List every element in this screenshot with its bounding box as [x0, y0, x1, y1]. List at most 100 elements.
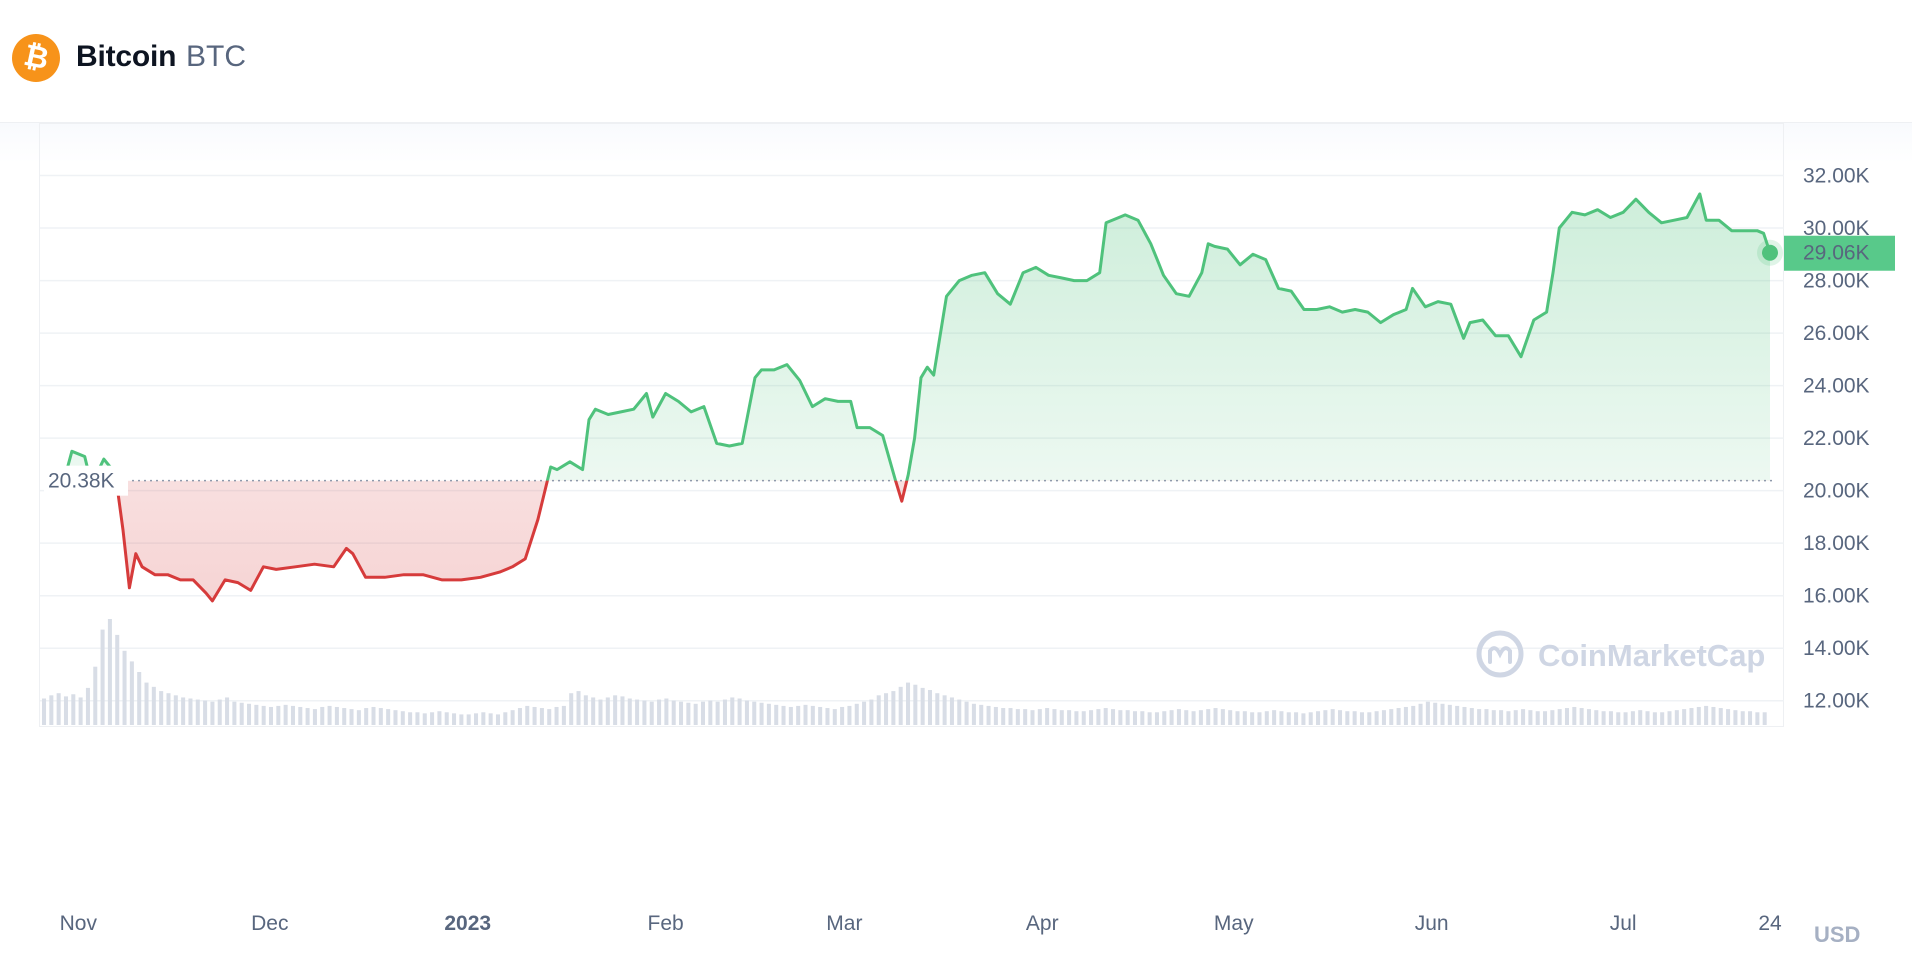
- volume-bar: [642, 700, 647, 725]
- volume-bar: [788, 706, 793, 725]
- baseline-label: 20.38K: [44, 465, 128, 496]
- volume-bar: [107, 619, 112, 725]
- volume-bars: [42, 619, 1767, 725]
- volume-bar: [232, 701, 237, 725]
- volume-bar: [203, 700, 208, 725]
- volume-bar: [1733, 710, 1738, 725]
- volume-bar: [1748, 711, 1753, 725]
- volume-bar: [766, 703, 771, 725]
- volume-bar: [744, 700, 749, 725]
- bitcoin-icon: ₿: [12, 34, 60, 82]
- volume-bar: [554, 706, 559, 725]
- volume-bar: [1674, 710, 1679, 725]
- volume-bar: [1096, 709, 1101, 725]
- volume-bar: [488, 713, 493, 725]
- volume-bar: [1030, 710, 1035, 725]
- x-tick-label: Nov: [60, 912, 98, 935]
- volume-bar: [796, 705, 801, 725]
- current-price-marker[interactable]: 29.06K: [1757, 235, 1895, 271]
- volume-bar: [1586, 709, 1591, 725]
- volume-bar: [261, 705, 266, 725]
- volume-bar: [1594, 710, 1599, 725]
- volume-bar: [1242, 711, 1247, 725]
- volume-bar: [781, 705, 786, 725]
- volume-bar: [115, 634, 120, 725]
- volume-bar: [759, 702, 764, 725]
- volume-bar: [1491, 710, 1496, 725]
- volume-bar: [957, 699, 962, 725]
- x-tick-label: Apr: [1026, 912, 1059, 935]
- volume-bar: [1645, 711, 1650, 725]
- volume-bar: [217, 699, 222, 725]
- volume-bar: [810, 705, 815, 725]
- volume-bar: [613, 695, 618, 725]
- volume-bar: [1081, 711, 1086, 725]
- volume-bar: [1704, 705, 1709, 725]
- current-price-badge: [1784, 235, 1895, 271]
- volume-bar: [1301, 713, 1306, 725]
- volume-bar: [1045, 708, 1050, 725]
- volume-bar: [1316, 711, 1321, 725]
- volume-bar: [1257, 712, 1262, 725]
- volume-bar: [1294, 712, 1299, 725]
- volume-bar: [664, 698, 669, 725]
- volume-bar: [1367, 712, 1372, 725]
- volume-bar: [1220, 709, 1225, 725]
- price-chart[interactable]: CoinMarketCap 20.38K 12.00K 14.00K 16.00K 1…: [0, 123, 1912, 976]
- volume-bar: [166, 693, 171, 725]
- volume-bar: [1059, 710, 1064, 725]
- volume-bar: [1411, 705, 1416, 725]
- volume-bar: [437, 711, 442, 725]
- price-line-below-baseline[interactable]: [66, 194, 1771, 603]
- y-tick-label: 14.00K: [1803, 637, 1870, 660]
- volume-bar: [364, 708, 369, 725]
- volume-bar: [993, 706, 998, 725]
- volume-bar: [327, 705, 332, 725]
- volume-bar: [1008, 708, 1013, 725]
- volume-bar: [144, 682, 149, 725]
- volume-bar: [1403, 706, 1408, 725]
- volume-bar: [1616, 712, 1621, 725]
- volume-bar: [481, 712, 486, 725]
- volume-bar: [1550, 710, 1555, 725]
- volume-bar: [942, 695, 947, 725]
- y-tick-label: 30.00K: [1803, 217, 1870, 240]
- volume-bar: [1381, 710, 1386, 725]
- volume-bar: [1169, 710, 1174, 725]
- volume-bar: [591, 697, 596, 725]
- volume-bar: [847, 705, 852, 725]
- volume-bar: [1308, 712, 1313, 725]
- volume-bar: [42, 698, 47, 725]
- volume-bar: [1755, 712, 1760, 725]
- x-tick-label: Dec: [251, 912, 288, 935]
- volume-bar: [869, 699, 874, 725]
- volume-bar: [1630, 711, 1635, 725]
- volume-bar: [1015, 709, 1020, 725]
- volume-bar: [561, 705, 566, 725]
- coinmarketcap-watermark: CoinMarketCap: [1476, 630, 1765, 678]
- x-tick-label: Jul: [1610, 912, 1637, 935]
- volume-bar: [1660, 712, 1665, 725]
- volume-bar: [1433, 702, 1438, 725]
- volume-bar: [840, 706, 845, 725]
- volume-bar: [700, 701, 706, 725]
- volume-bar: [1272, 710, 1277, 725]
- volume-bar: [1469, 708, 1474, 725]
- current-price-dot[interactable]: [1762, 244, 1778, 261]
- volume-bar: [1338, 710, 1343, 725]
- volume-bar: [78, 697, 83, 725]
- price-line-above-baseline[interactable]: [64, 192, 1772, 601]
- y-tick-label: 12.00K: [1803, 690, 1870, 713]
- volume-bar: [312, 709, 317, 725]
- chart-svg[interactable]: CoinMarketCap 20.38K 12.00K14.00K16.00K1…: [0, 123, 1912, 976]
- volume-bar: [971, 703, 976, 725]
- volume-bar: [1535, 711, 1540, 725]
- x-tick-label: Mar: [826, 912, 862, 935]
- volume-bar: [276, 705, 281, 725]
- volume-bar: [525, 705, 530, 725]
- volume-bar: [93, 666, 98, 725]
- volume-bar: [225, 697, 230, 725]
- volume-bar: [679, 701, 684, 725]
- volume-bar: [1250, 712, 1255, 725]
- volume-bar: [1521, 709, 1526, 725]
